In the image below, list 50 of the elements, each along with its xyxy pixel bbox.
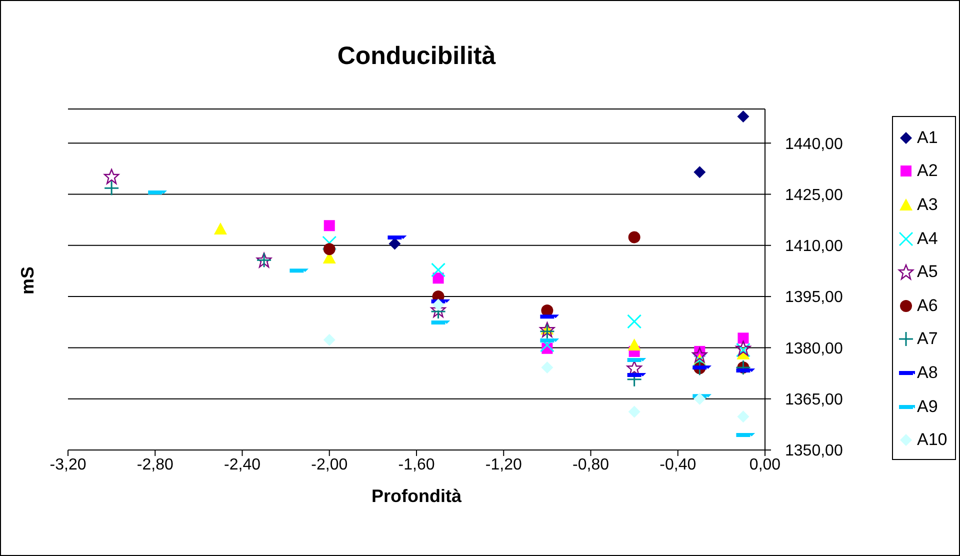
point — [738, 332, 749, 344]
y-tick-label: 1350,00 — [785, 442, 843, 460]
point — [737, 110, 750, 122]
x-tick-label: -1,20 — [485, 456, 522, 474]
legend-label: A2 — [917, 161, 938, 182]
legend-label: A10 — [917, 430, 948, 450]
point — [628, 406, 640, 418]
point — [628, 338, 641, 350]
point — [432, 298, 444, 311]
x-tick-label: 0,00 — [749, 456, 781, 474]
point — [104, 180, 120, 196]
point — [104, 168, 120, 184]
point — [627, 314, 642, 329]
y-axis-title: mS — [18, 266, 38, 295]
x-tick-label: -1,60 — [398, 456, 435, 474]
point — [214, 222, 227, 235]
point — [322, 236, 337, 250]
legend-label: A5 — [917, 262, 938, 282]
x-tick-label: -2,00 — [311, 456, 348, 474]
legend-label: A3 — [917, 194, 938, 215]
legend-label: A4 — [917, 228, 938, 249]
point — [628, 231, 640, 244]
y-tick-label: 1410,00 — [785, 238, 843, 256]
x-tick-label: -0,80 — [572, 456, 610, 474]
legend-label: A6 — [917, 296, 938, 316]
point — [323, 334, 336, 346]
y-tick-label: 1395,00 — [785, 289, 843, 306]
legend-label: A8 — [917, 362, 938, 383]
y-tick-label: 1365,00 — [785, 392, 843, 409]
x-tick-label: -2,80 — [136, 456, 174, 474]
point — [692, 347, 708, 362]
point — [737, 410, 750, 423]
x-axis-title: Profondità — [372, 486, 462, 506]
point — [694, 166, 706, 178]
x-tick-label: -2,40 — [224, 456, 261, 474]
y-tick-label: 1380,00 — [785, 340, 843, 358]
legend-label: A1 — [917, 128, 938, 148]
x-tick-label: -3,20 — [50, 456, 86, 474]
y-tick-label: 1440,00 — [785, 136, 843, 153]
point — [324, 220, 335, 232]
y-tick-label: 1425,00 — [785, 186, 843, 204]
x-tick-label: -0,40 — [660, 456, 696, 474]
point — [541, 361, 554, 374]
point — [323, 243, 336, 256]
point — [431, 262, 446, 278]
legend-label: A7 — [917, 329, 938, 350]
point — [432, 272, 444, 284]
legend-label: A9 — [917, 396, 938, 417]
chart-title: Conducibilità — [336, 42, 497, 71]
point — [694, 392, 706, 405]
